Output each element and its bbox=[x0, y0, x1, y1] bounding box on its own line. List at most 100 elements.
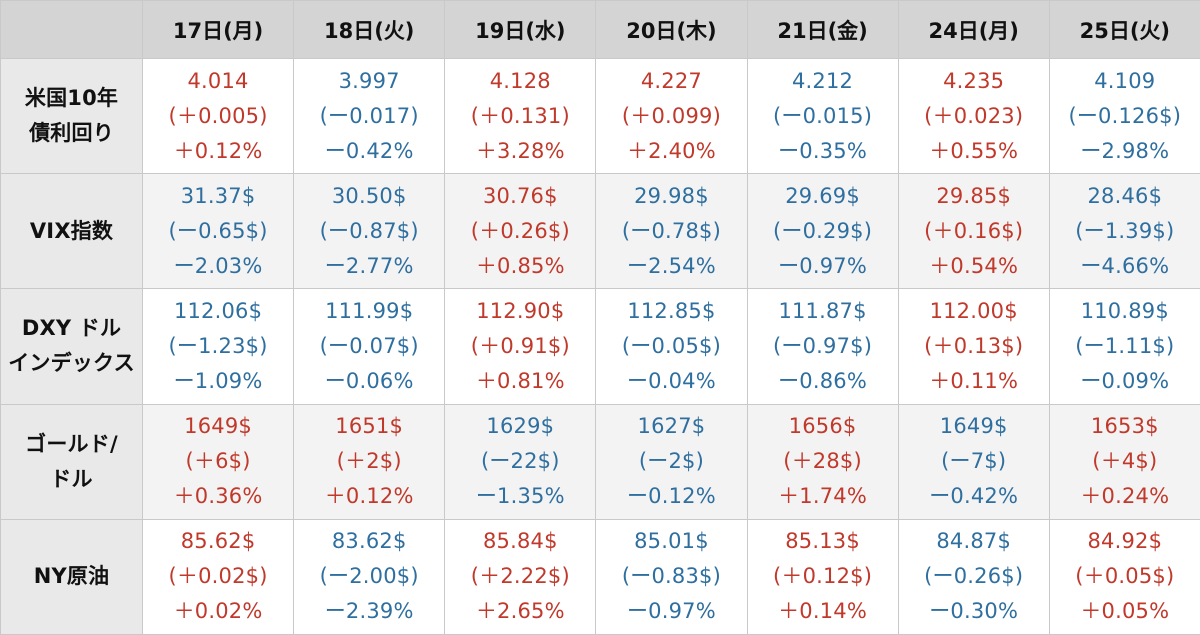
cell-percent: ー1.35% bbox=[475, 484, 565, 509]
cell-percent: ー4.66% bbox=[1080, 253, 1170, 278]
data-cell: 1629$ (ー22$) ー1.35% bbox=[444, 403, 597, 520]
data-cell: 4.128 (＋0.131) ＋3.28% bbox=[444, 57, 597, 175]
cell-percent: ＋0.11% bbox=[929, 368, 1019, 393]
cell-value: 1649$ bbox=[939, 414, 1008, 439]
cell-percent: ＋1.74% bbox=[778, 484, 868, 509]
cell-percent: ー0.42% bbox=[324, 138, 414, 163]
cell-change: (ー1.39$) bbox=[1075, 218, 1175, 243]
cell-value: 29.98$ bbox=[634, 183, 709, 208]
cell-value: 31.37$ bbox=[180, 183, 256, 208]
cell-change: (＋0.131) bbox=[470, 103, 570, 128]
row-label-line: NY原油 bbox=[33, 564, 110, 589]
cell-value: 112.00$ bbox=[929, 298, 1018, 323]
cell-change: (＋0.91$) bbox=[470, 333, 570, 358]
cell-change: (ー0.07$) bbox=[319, 333, 419, 358]
cell-percent: ＋0.05% bbox=[1080, 599, 1170, 624]
cell-change: (＋2.22$) bbox=[470, 564, 570, 589]
data-cell: 3.997 (ー0.017) ー0.42% bbox=[293, 57, 446, 175]
cell-percent: ー0.86% bbox=[778, 368, 868, 393]
column-header: 20日(木) bbox=[595, 0, 748, 59]
cell-change: (＋4$) bbox=[1092, 449, 1158, 474]
cell-percent: ー0.97% bbox=[626, 599, 716, 624]
table-body: 米国10年 債利回り 4.014 (＋0.005) ＋0.12% 3.997 (ー0.017… bbox=[0, 57, 1200, 635]
row-label-line: DXY ドル bbox=[21, 316, 122, 341]
cell-change: (＋0.12$) bbox=[773, 564, 873, 589]
cell-change: (ー0.97$) bbox=[773, 333, 873, 358]
data-cell: 112.06$ (ー1.23$) ー1.09% bbox=[141, 288, 295, 405]
cell-percent: ー2.77% bbox=[324, 253, 414, 278]
cell-percent: ー0.97% bbox=[778, 253, 868, 278]
cell-change: (ー1.23$) bbox=[168, 333, 268, 358]
cell-percent: ＋0.12% bbox=[173, 138, 263, 163]
data-cell: 30.76$ (＋0.26$) ＋0.85% bbox=[444, 173, 597, 290]
cell-change: (＋0.16$) bbox=[924, 218, 1024, 243]
cell-value: 83.62$ bbox=[331, 529, 407, 554]
data-cell: 28.46$ (ー1.39$) ー4.66% bbox=[1048, 173, 1200, 290]
table-header: 17日(月) 18日(火) 19日(水) 20日(木) 21日(金) 24日(月… bbox=[0, 0, 1200, 59]
cell-change: (＋0.13$) bbox=[924, 333, 1024, 358]
row-label-line: インデックス bbox=[8, 351, 135, 376]
data-cell: 1653$ (＋4$) ＋0.24% bbox=[1048, 403, 1200, 520]
row-label-line: 米国10年 bbox=[24, 86, 119, 111]
data-cell: 112.90$ (＋0.91$) ＋0.81% bbox=[444, 288, 597, 405]
row-label: 米国10年債利回り bbox=[0, 57, 143, 175]
cell-change: (ー2$) bbox=[638, 449, 704, 474]
cell-value: 4.128 bbox=[489, 68, 551, 93]
cell-percent: ＋0.36% bbox=[173, 484, 263, 509]
cell-value: 112.85$ bbox=[627, 298, 716, 323]
data-cell: 111.87$ (ー0.97$) ー0.86% bbox=[746, 288, 899, 405]
table-row: ゴールド/ドル 1649$ (＋6$) ＋0.36% 1651$ (＋2$) ＋0.12% 1… bbox=[0, 403, 1200, 520]
cell-value: 1653$ bbox=[1090, 414, 1159, 439]
cell-value: 4.235 bbox=[943, 68, 1005, 93]
row-label-line: ドル bbox=[50, 466, 93, 491]
row-label: DXY ドル インデックス bbox=[0, 288, 143, 405]
cell-percent: ＋0.02% bbox=[173, 599, 263, 624]
cell-change: (＋0.023) bbox=[924, 103, 1024, 128]
cell-value: 85.01$ bbox=[634, 529, 709, 554]
cell-percent: ー0.09% bbox=[1080, 368, 1170, 393]
cell-change: (ー0.65$) bbox=[168, 218, 268, 243]
cell-value: 85.62$ bbox=[180, 529, 256, 554]
cell-change: (＋0.05$) bbox=[1075, 564, 1175, 589]
data-cell: 84.87$ (ー0.26$) ー0.30% bbox=[897, 518, 1050, 635]
cell-value: 110.89$ bbox=[1080, 298, 1169, 323]
cell-change: (ー0.29$) bbox=[773, 218, 873, 243]
data-cell: 83.62$ (ー2.00$) ー2.39% bbox=[293, 518, 446, 635]
cell-percent: ー0.04% bbox=[626, 368, 716, 393]
cell-change: (＋2$) bbox=[336, 449, 402, 474]
cell-change: (ー2.00$) bbox=[319, 564, 419, 589]
cell-value: 29.85$ bbox=[936, 183, 1012, 208]
data-cell: 1656$ (＋28$) ＋1.74% bbox=[746, 403, 899, 520]
data-cell: 84.92$ (＋0.05$) ＋0.05% bbox=[1048, 518, 1200, 635]
cell-value: 1656$ bbox=[788, 414, 857, 439]
data-cell: 4.109 (ー0.126$) ー2.98% bbox=[1048, 57, 1200, 175]
header-row: 17日(月) 18日(火) 19日(水) 20日(木) 21日(金) 24日(月… bbox=[0, 0, 1200, 59]
row-label-line: 債利回り bbox=[29, 121, 114, 146]
cell-percent: ー0.06% bbox=[324, 368, 414, 393]
data-cell: 29.98$ (ー0.78$) ー2.54% bbox=[595, 173, 748, 290]
data-cell: 1649$ (ー7$) ー0.42% bbox=[897, 403, 1050, 520]
data-cell: 29.69$ (ー0.29$) ー0.97% bbox=[746, 173, 899, 290]
column-header: 19日(水) bbox=[444, 0, 597, 59]
column-header: 17日(月) bbox=[141, 0, 295, 59]
data-cell: 110.89$ (ー1.11$) ー0.09% bbox=[1048, 288, 1200, 405]
cell-change: (＋28$) bbox=[783, 449, 862, 474]
cell-change: (＋0.02$) bbox=[168, 564, 268, 589]
cell-value: 111.87$ bbox=[778, 298, 867, 323]
table-row: 米国10年 債利回り 4.014 (＋0.005) ＋0.12% 3.997 (ー0.017… bbox=[0, 57, 1200, 175]
cell-value: 85.13$ bbox=[785, 529, 860, 554]
cell-percent: ー0.35% bbox=[778, 138, 868, 163]
cell-percent: ＋2.40% bbox=[626, 138, 716, 163]
cell-value: 4.014 bbox=[187, 68, 249, 93]
corner-cell bbox=[0, 0, 143, 59]
cell-change: (ー0.78$) bbox=[621, 218, 721, 243]
table-row: NY原油 85.62$ (＋0.02$) ＋0.02% 83.62$ (ー2.00$) ー2… bbox=[0, 518, 1200, 635]
data-cell: 112.85$ (ー0.05$) ー0.04% bbox=[595, 288, 748, 405]
cell-percent: ＋0.85% bbox=[475, 253, 565, 278]
cell-percent: ー1.09% bbox=[173, 368, 263, 393]
data-cell: 112.00$ (＋0.13$) ＋0.11% bbox=[897, 288, 1050, 405]
row-label: VIX指数 bbox=[0, 173, 143, 290]
data-cell: 1649$ (＋6$) ＋0.36% bbox=[141, 403, 295, 520]
cell-change: (ー0.26$) bbox=[924, 564, 1024, 589]
cell-change: (ー1.11$) bbox=[1075, 333, 1175, 358]
